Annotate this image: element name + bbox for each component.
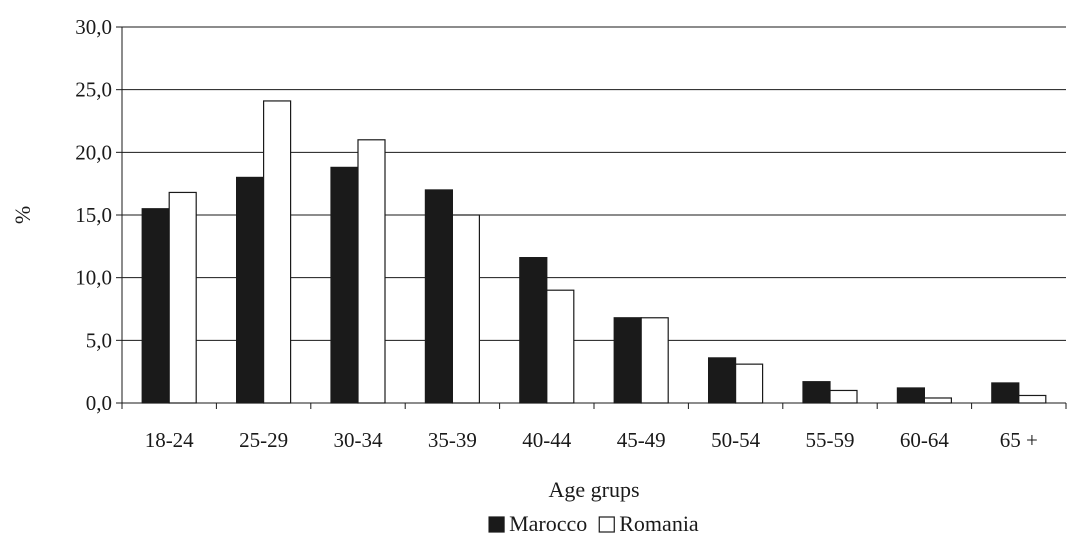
bar-marocco-18-24 — [141, 208, 170, 404]
bar-marocco-30-34 — [330, 166, 359, 404]
y-tick-label: 25,0 — [75, 78, 112, 102]
bar-romania-55-59 — [829, 389, 858, 404]
x-tick-label: 30-34 — [334, 428, 383, 452]
bar-marocco-50-54 — [707, 357, 737, 404]
y-tick-label: 20,0 — [75, 140, 112, 164]
bar-marocco-45-49 — [613, 317, 642, 404]
legend-swatch-marocco — [488, 516, 505, 533]
x-tick-label: 65 + — [1000, 428, 1038, 452]
bar-marocco-55-59 — [802, 381, 831, 404]
legend: Marocco Romania — [488, 511, 699, 536]
bar-romania-45-49 — [640, 317, 669, 404]
x-tick-label: 60-64 — [900, 428, 949, 452]
x-tick-labels: 18-24 25-29 30-34 35-39 40-44 45-49 50-54 55-59… — [145, 428, 1038, 452]
bar-romania-40-44 — [546, 289, 575, 404]
y-axis-label: % — [10, 206, 35, 224]
bar-romania-30-34 — [357, 139, 386, 404]
bar-romania-60-64 — [923, 397, 953, 404]
bar-romania-35-39 — [451, 214, 480, 404]
y-tick-label: 5,0 — [86, 328, 112, 352]
bar-marocco-25-29 — [236, 176, 265, 404]
y-tick-label: 15,0 — [75, 203, 112, 227]
bar-romania-25-29 — [263, 100, 292, 404]
y-tick-label: 0,0 — [86, 391, 112, 415]
x-tick-label: 45-49 — [617, 428, 666, 452]
x-tick-label: 40-44 — [522, 428, 571, 452]
x-tick-label: 25-29 — [239, 428, 288, 452]
bars — [141, 100, 1047, 404]
bar-marocco-65+ — [991, 382, 1020, 404]
x-axis-label: Age grups — [548, 477, 639, 502]
bar-marocco-35-39 — [424, 189, 453, 404]
bar-romania-65+ — [1018, 394, 1047, 404]
x-tick-label: 35-39 — [428, 428, 477, 452]
bar-romania-50-54 — [734, 363, 764, 404]
y-tick-label: 10,0 — [75, 266, 112, 290]
legend-label-marocco: Marocco — [509, 511, 587, 536]
bar-romania-18-24 — [168, 191, 197, 404]
x-tick-label: 18-24 — [145, 428, 194, 452]
axes — [116, 26, 1067, 409]
legend-label-romania: Romania — [619, 511, 699, 536]
x-tick-label: 55-59 — [806, 428, 855, 452]
y-tick-labels: 0,0 5,0 10,0 15,0 20,0 25,0 30,0 — [75, 15, 112, 415]
x-tick-label: 50-54 — [711, 428, 760, 452]
bar-marocco-60-64 — [896, 387, 926, 404]
y-tick-label: 30,0 — [75, 15, 112, 39]
legend-swatch-romania — [598, 516, 615, 533]
bar-marocco-40-44 — [519, 257, 548, 404]
